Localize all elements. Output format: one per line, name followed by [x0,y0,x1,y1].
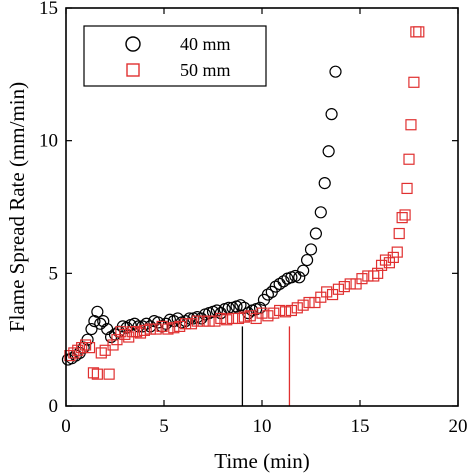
data-point [368,270,380,282]
data-point [325,108,338,121]
data-point [76,342,88,354]
data-point [314,206,327,219]
data-point [238,311,250,323]
data-point [408,76,420,88]
data-point [79,339,92,351]
data-point [130,326,143,338]
y-tick-label: 5 [49,263,59,284]
data-point [321,286,333,298]
data-point [413,26,425,38]
data-point [120,321,133,334]
data-point [168,322,180,334]
legend: 40 mm 50 mm [83,25,267,87]
data-point [91,305,104,318]
data-point [379,254,392,266]
data-point [83,342,96,354]
y-tick-label: 10 [39,131,58,152]
data-point [318,177,331,190]
legend-marker-circle [125,36,141,52]
data-point [128,317,141,330]
data-point [401,182,413,195]
legend-label: 50 mm [180,60,231,80]
data-point [227,312,239,325]
data-point [393,227,405,240]
data-point [152,316,165,329]
data-point [87,367,100,379]
series-1 [64,26,425,380]
data-point [322,145,335,158]
data-point [97,314,110,328]
x-tick-label: 10 [253,416,272,437]
data-point [103,368,115,380]
data-point [309,227,322,240]
data-point [261,288,274,301]
y-tick-label: 15 [39,0,58,19]
data-point [156,320,168,332]
x-tick-label: 15 [351,416,370,437]
legend-box [83,25,267,87]
axis-ticks: 0 5 10 15 20 0 5 10 15 [39,0,468,437]
data-point [403,153,415,165]
data-point [304,243,318,256]
data-point [297,299,309,311]
data-point [338,281,350,293]
x-tick-label: 20 [449,416,468,437]
data-point [144,323,156,335]
data-point [277,275,290,288]
data-point [91,368,103,380]
data-point [221,314,233,326]
data-point [329,65,342,78]
data-point [256,307,268,319]
data-point [185,318,198,330]
data-point [232,312,245,325]
data-point [191,315,203,327]
data-point [262,310,274,322]
data-point [197,315,209,327]
data-point [179,318,192,330]
data-point [344,278,356,290]
data-point [150,323,162,335]
data-point [95,347,107,359]
data-point [138,324,150,336]
x-tick-label: 0 [61,416,71,437]
legend-marker-square [126,63,140,77]
data-point [119,328,131,340]
data-point [234,299,247,312]
data-point [332,283,345,295]
data-point [291,302,303,314]
data-point [162,323,174,335]
y-tick-label: 0 [49,396,59,417]
x-axis-label: Time (min) [214,449,309,473]
data-point [372,267,384,279]
data-marks [61,26,425,380]
data-point [293,271,306,284]
data-point [244,310,256,322]
data-point [85,322,98,336]
data-point [399,209,411,221]
data-point [297,264,310,277]
legend-label: 40 mm [180,34,231,54]
data-point [285,304,297,317]
data-point [203,315,215,327]
data-point [88,314,101,328]
data-point [209,315,221,327]
x-tick-label: 5 [159,416,169,437]
y-axis-label: Flame Spread Rate (mm/min) [5,82,29,332]
data-point [300,253,314,267]
data-point [396,212,408,224]
data-point [391,246,403,258]
data-point [279,306,292,318]
vertical-markers [241,326,291,406]
data-point [174,320,186,332]
data-point [268,307,280,319]
data-point [303,296,315,309]
data-point [356,273,368,285]
data-point [405,119,417,131]
data-point [215,312,227,325]
data-point [274,304,286,317]
